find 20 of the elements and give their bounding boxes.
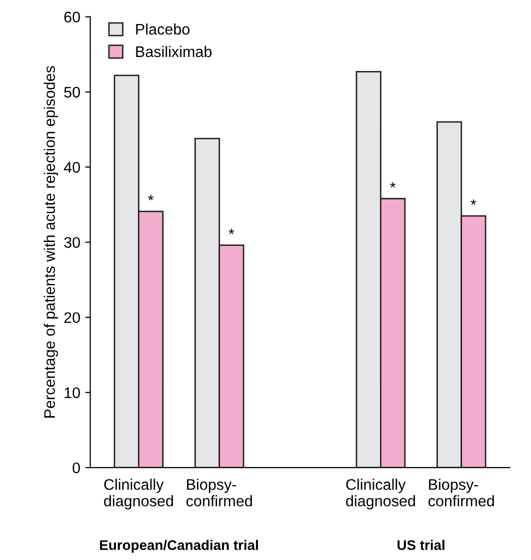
y-tick-label: 60 bbox=[64, 12, 80, 22]
x-tick-label: Biopsy- confirmed bbox=[428, 478, 494, 506]
y-tick-label: 30 bbox=[64, 237, 80, 248]
y-tick-label: 40 bbox=[64, 162, 80, 173]
y-tick-label: 20 bbox=[64, 312, 80, 324]
text: European/Canadian trial bbox=[100, 540, 258, 553]
annotation: * bbox=[148, 194, 154, 200]
annotation: * bbox=[470, 199, 476, 205]
y-tick-label: 50 bbox=[64, 86, 80, 98]
x-tick-label: Clinically diagnosed bbox=[104, 478, 173, 510]
y-axis-title: Percentage of patients with acute rejection episodes bbox=[44, 66, 58, 418]
legend-label: Placebo bbox=[136, 23, 190, 35]
x-tick-label: Biopsy- confirmed bbox=[186, 478, 252, 506]
annotation: * bbox=[390, 182, 396, 188]
y-tick-label: 10 bbox=[64, 387, 80, 398]
x-tick-label: Clinically diagnosed bbox=[346, 478, 415, 510]
y-tick-label: 0 bbox=[72, 462, 80, 474]
annotation: * bbox=[228, 228, 234, 234]
text: US trial bbox=[398, 540, 444, 550]
legend-label: Basiliximab bbox=[136, 46, 212, 58]
